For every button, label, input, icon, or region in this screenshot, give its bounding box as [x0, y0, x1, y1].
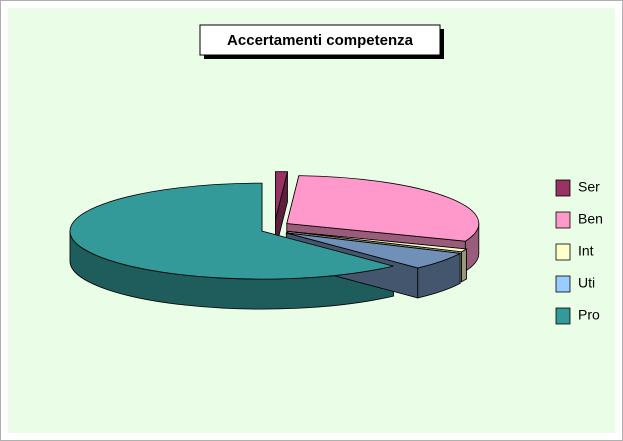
legend-label: Ben [578, 211, 603, 227]
legend-label: Uti [578, 275, 595, 291]
legend-swatch [555, 179, 571, 197]
slice [275, 171, 289, 220]
title-box [199, 24, 441, 56]
slice [69, 182, 394, 280]
chart-title: Accertamenti competenza [227, 32, 414, 49]
legend-swatch [555, 307, 571, 325]
legend-swatch [555, 243, 571, 261]
legend-swatch [555, 211, 571, 229]
legend-label: Ser [578, 179, 600, 195]
slice [287, 230, 468, 253]
legend-label: Pro [578, 307, 600, 323]
slice-side [461, 248, 467, 283]
legend-label: Int [578, 243, 594, 259]
slice [286, 175, 480, 242]
slice [286, 232, 462, 269]
legend-swatch [555, 275, 571, 293]
